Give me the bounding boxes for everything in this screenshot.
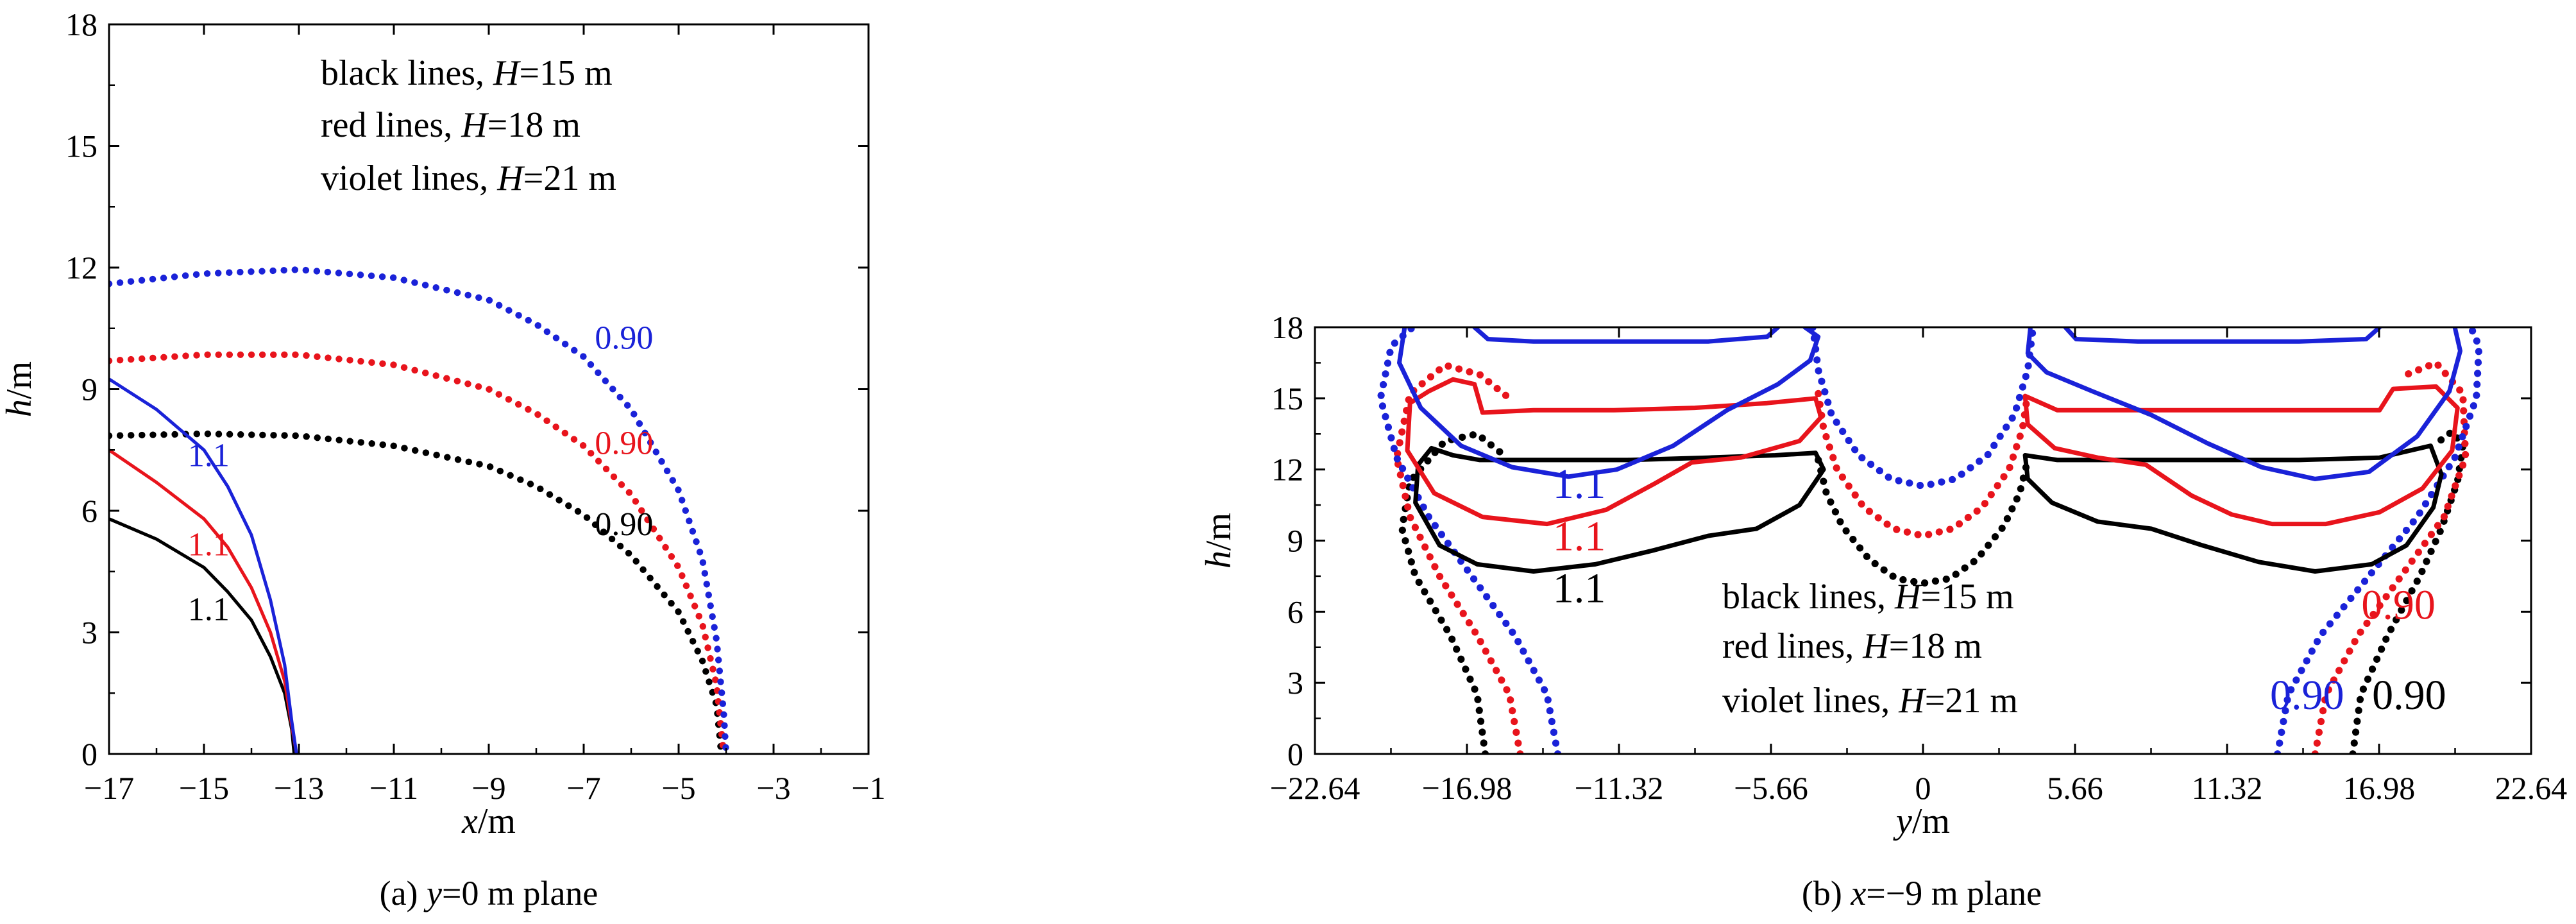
series-line-h-21-m-1.1: [109, 377, 298, 754]
series-line-h-18-m-1.1-right: [2022, 384, 2460, 527]
contour-value-label: 1.1: [1553, 461, 1606, 508]
x-tick-label: −22.64: [1270, 770, 1360, 806]
contour-value-label: 1.1: [188, 526, 230, 563]
y-tick-label: 12: [65, 250, 97, 286]
series-line-h-21-m-0.90-right: [2274, 327, 2483, 754]
x-tick-label: −16.98: [1422, 770, 1513, 806]
x-tick-label: −9: [471, 770, 505, 806]
contour-value-label: 1.1: [188, 592, 230, 628]
series-line-h-21-m-1.1-left: [1397, 327, 1821, 479]
series-line-h-15-m-0.90: [109, 430, 725, 754]
series-group: [109, 266, 730, 754]
series-line-h-15-m-1.1-right: [2022, 443, 2444, 574]
x-tick-label: −13: [274, 770, 324, 806]
series-line-h-18-m-0.90-right: [2311, 359, 2470, 754]
x-tick-label: −1: [851, 770, 885, 806]
series-line-h-18-m-1.1-left: [1405, 377, 1824, 527]
x-tick-label: 16.98: [2343, 770, 2416, 806]
x-tick-label: −11: [369, 770, 418, 806]
x-tick-label: 11.32: [2192, 770, 2263, 806]
y-tick-label: 3: [1287, 665, 1303, 701]
x-tick-label: −5.66: [1734, 770, 1808, 806]
x-tick-label: −3: [756, 770, 790, 806]
contour-value-label: 1.1: [1553, 565, 1606, 612]
x-tick-label: −11.32: [1575, 770, 1664, 806]
x-tick-label: −15: [179, 770, 229, 806]
y-axis-label: h/m: [0, 361, 39, 417]
legend-entry: red lines, H=18 m: [321, 105, 580, 145]
y-tick-label: 0: [1287, 736, 1303, 772]
series-line-h-15-m-0.90-left: [1398, 430, 1508, 754]
series-line-h-18-m-0.90: [109, 351, 727, 754]
panel-caption: (a) y=0 m plane: [380, 874, 598, 912]
panel-b-chart: −22.64 −16.98 −11.32 −5.66 0 5.66 11.32 16.98 22…: [1199, 309, 2567, 912]
y-tick-label: 18: [1271, 309, 1303, 345]
contour-value-label: 1.1: [188, 438, 230, 474]
series-line-h-21-m-0.90-center: [1809, 327, 2037, 490]
contour-value-label: 0.90: [595, 320, 653, 356]
series-line-h-21-m-1.1-left-top: [1472, 327, 1781, 344]
series-line-h-21-m-1.1-right: [2025, 327, 2462, 481]
x-tick-label: 0: [1915, 770, 1931, 806]
series-line-h-21-m-0.90: [109, 266, 730, 754]
y-tick-label: 0: [81, 736, 97, 772]
y-tick-label: 9: [1287, 523, 1303, 559]
x-tick-label: 5.66: [2047, 770, 2103, 806]
y-tick-label: 9: [81, 372, 97, 407]
x-tick-label: −7: [566, 770, 600, 806]
contour-value-label: 1.1: [1553, 513, 1606, 560]
y-tick-label: 18: [65, 6, 97, 42]
x-tick-label: −5: [661, 770, 695, 806]
x-tick-label: −17: [84, 770, 134, 806]
legend-entry: violet lines, H=21 m: [321, 158, 616, 198]
series-line-h-15-m-0.90-center: [1815, 456, 2031, 587]
series-group: [1377, 327, 2483, 754]
series-line-h-21-m-1.1-right-top: [2063, 327, 2382, 344]
panel-a-chart: −17 −15 −13 −11 −9 −7 −5 −3 −1 0 3 6 9 12 15 18 x/m h/m bl…: [0, 6, 886, 912]
contour-value-label: 0.90: [2270, 672, 2344, 719]
contour-value-label: 0.90: [2361, 581, 2436, 628]
contour-value-label: 0.90: [595, 425, 653, 462]
legend-entry: violet lines, H=21 m: [1722, 681, 2018, 721]
series-line-h-18-m-0.90-left: [1393, 361, 1524, 754]
y-tick-label: 12: [1271, 452, 1303, 488]
y-tick-label: 6: [81, 493, 97, 529]
x-tick-label: 22.64: [2495, 770, 2568, 806]
contour-value-label: 0.90: [2372, 672, 2446, 719]
legend-entry: black lines, H=15 m: [321, 53, 613, 93]
series-line-h-18-m-0.90-center: [1815, 389, 2031, 540]
series-line-h-21-m-0.90-left: [1377, 327, 1562, 754]
y-tick-label: 15: [1271, 381, 1303, 416]
panel-caption: (b) x=−9 m plane: [1802, 874, 2042, 912]
y-tick-label: 6: [1287, 594, 1303, 629]
legend-entry: black lines, H=15 m: [1722, 577, 2014, 617]
contour-value-label: 0.90: [595, 506, 653, 543]
x-axis-label: y/m: [1893, 801, 1950, 841]
y-tick-label: 3: [81, 615, 97, 651]
y-tick-label: 15: [65, 128, 97, 164]
legend-entry: red lines, H=18 m: [1722, 626, 1982, 666]
x-axis-label: x/m: [461, 801, 516, 841]
y-axis-label: h/m: [1199, 513, 1239, 569]
